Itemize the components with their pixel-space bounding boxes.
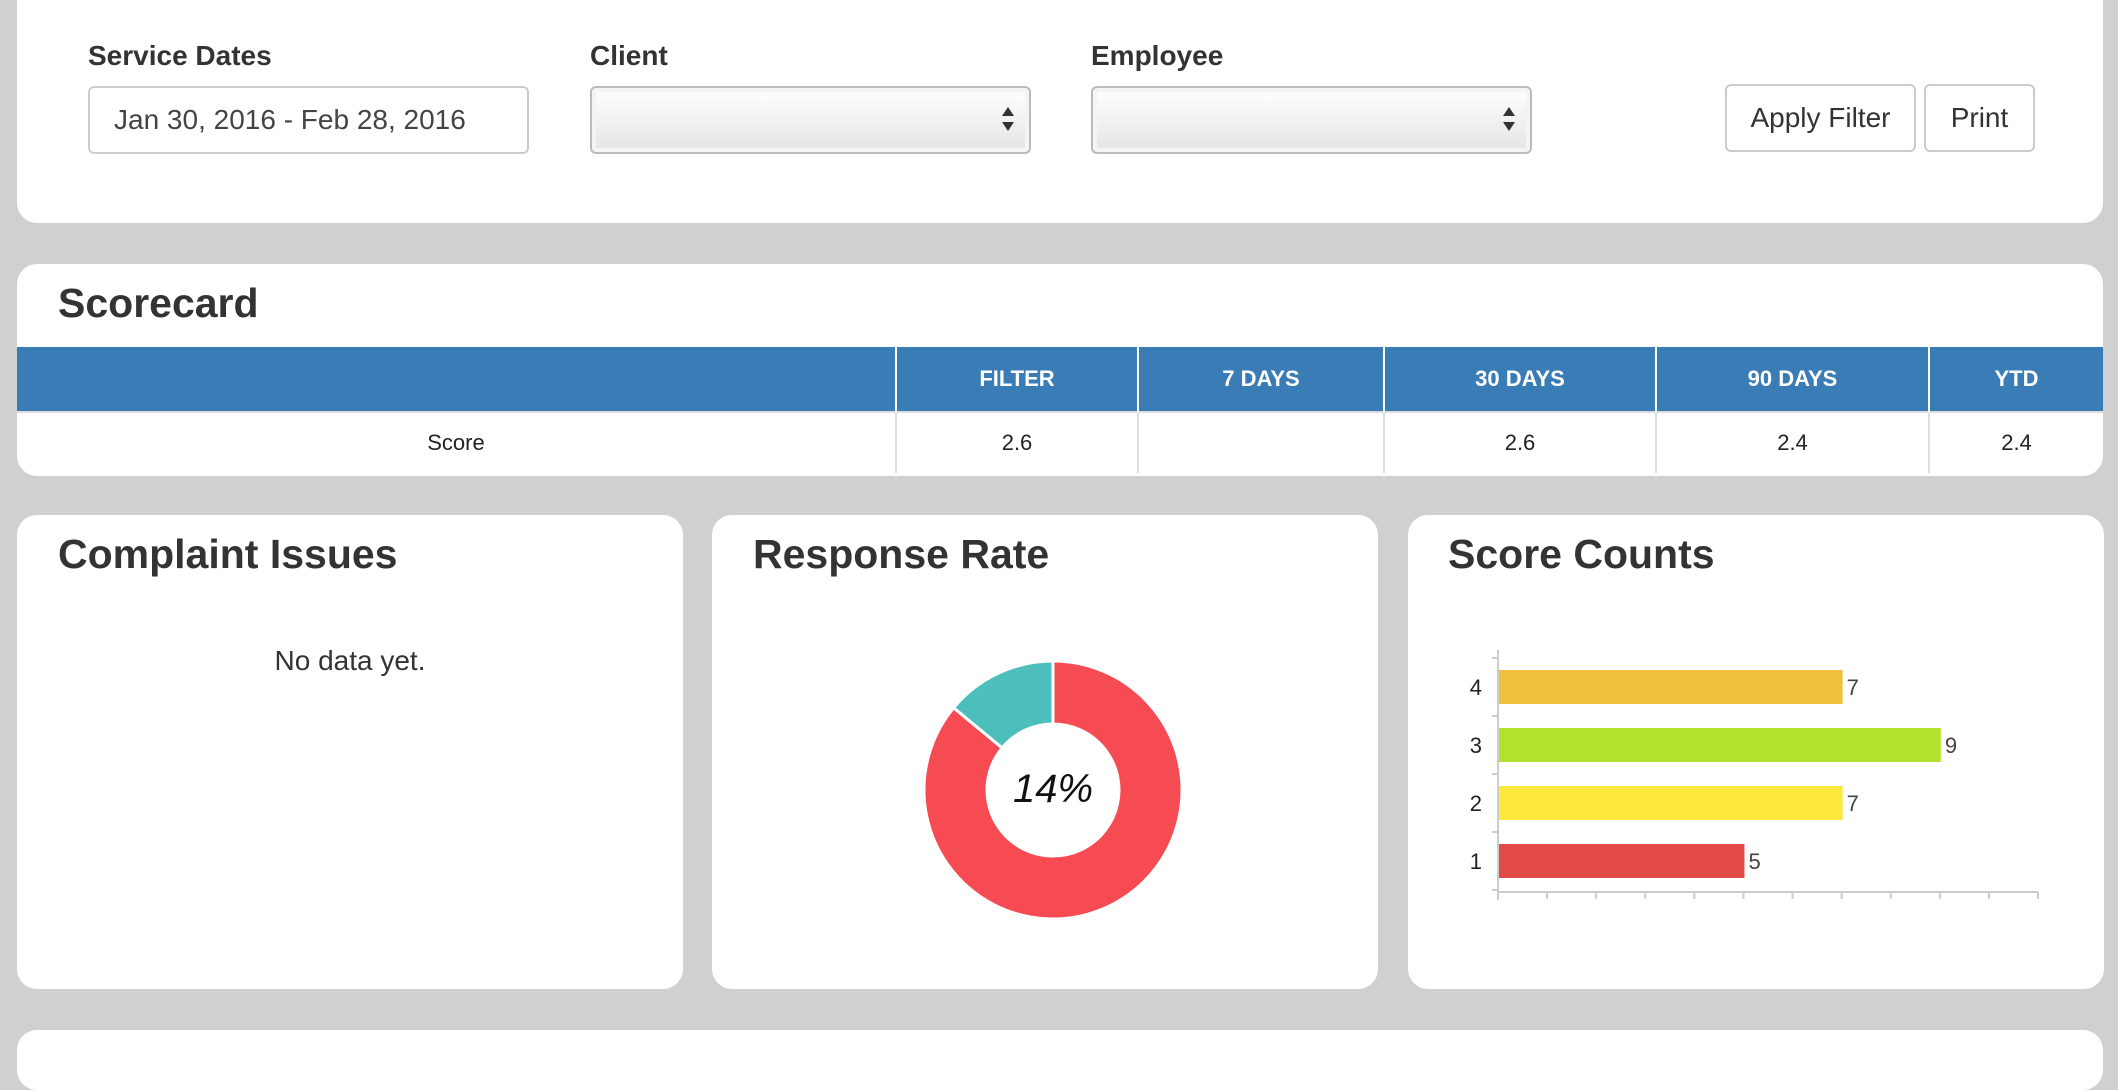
column-header-90-days: 90 DAYS <box>1655 347 1929 412</box>
bottom-panel <box>17 1030 2103 1090</box>
select-arrows-icon <box>1002 107 1014 131</box>
client-select[interactable] <box>590 86 1031 154</box>
select-arrows-icon <box>1503 107 1515 131</box>
complaint-issues-title: Complaint Issues <box>58 531 398 577</box>
no-data-message: No data yet. <box>274 645 426 676</box>
response-rate-panel: Response Rate 14% <box>712 515 1378 989</box>
table-cell: 2.4 <box>1655 411 1929 473</box>
y-tick-label: 3 <box>1470 733 1482 758</box>
y-tick-label: 2 <box>1470 791 1482 816</box>
response-rate-title: Response Rate <box>753 531 1050 577</box>
score-counts-panel: Score Counts 7 4 9 3 7 2 5 1 <box>1408 515 2104 989</box>
bar-score-4[interactable] <box>1499 670 1843 704</box>
table-row: Score 2.6 2.6 2.4 2.4 <box>17 411 2103 473</box>
complaint-issues-panel: Complaint Issues No data yet. <box>17 515 683 989</box>
table-cell: 2.6 <box>895 411 1138 473</box>
apply-filter-button[interactable]: Apply Filter <box>1725 84 1916 152</box>
score-counts-bar-chart: 7 4 9 3 7 2 5 1 <box>1470 650 2039 900</box>
service-dates-label: Service Dates <box>88 40 272 71</box>
bar-score-3[interactable] <box>1499 728 1941 762</box>
scorecard-title: Scorecard <box>58 280 259 326</box>
bar-value-label: 7 <box>1847 675 1859 700</box>
bar-value-label: 9 <box>1945 733 1957 758</box>
scorecard-table: FILTER 7 DAYS 30 DAYS 90 DAYS YTD Score … <box>17 347 2103 473</box>
bar-score-2[interactable] <box>1499 786 1843 820</box>
y-tick-label: 1 <box>1470 849 1482 874</box>
print-button[interactable]: Print <box>1924 84 2035 152</box>
table-cell: 2.4 <box>1928 411 2103 473</box>
table-header-row: FILTER 7 DAYS 30 DAYS 90 DAYS YTD <box>17 347 2103 412</box>
column-header-ytd: YTD <box>1928 347 2103 412</box>
filter-panel: Service Dates Jan 30, 2016 - Feb 28, 201… <box>17 0 2103 223</box>
scorecard-panel: Scorecard FILTER 7 DAYS 30 DAYS 90 DAYS … <box>17 264 2103 476</box>
response-rate-donut-chart: 14% <box>922 659 1184 921</box>
column-header <box>17 347 896 412</box>
column-header-30-days: 30 DAYS <box>1383 347 1656 412</box>
row-label: Score <box>17 411 896 473</box>
bar-score-1[interactable] <box>1499 844 1745 878</box>
y-tick-label: 4 <box>1470 675 1482 700</box>
donut-slice-not-responded[interactable] <box>922 659 1184 921</box>
response-rate-center-label: 14% <box>1013 767 1093 811</box>
employee-select[interactable] <box>1091 86 1532 154</box>
column-header-filter: FILTER <box>895 347 1138 412</box>
client-label: Client <box>590 40 668 71</box>
service-dates-input[interactable]: Jan 30, 2016 - Feb 28, 2016 <box>88 86 529 154</box>
donut-slice-responded[interactable] <box>951 659 1055 751</box>
table-cell <box>1137 411 1384 473</box>
bar-value-label: 5 <box>1748 849 1760 874</box>
employee-label: Employee <box>1091 40 1224 71</box>
table-cell: 2.6 <box>1383 411 1656 473</box>
score-counts-title: Score Counts <box>1448 531 1715 577</box>
bar-value-label: 7 <box>1847 791 1859 816</box>
column-header-7-days: 7 DAYS <box>1137 347 1384 412</box>
